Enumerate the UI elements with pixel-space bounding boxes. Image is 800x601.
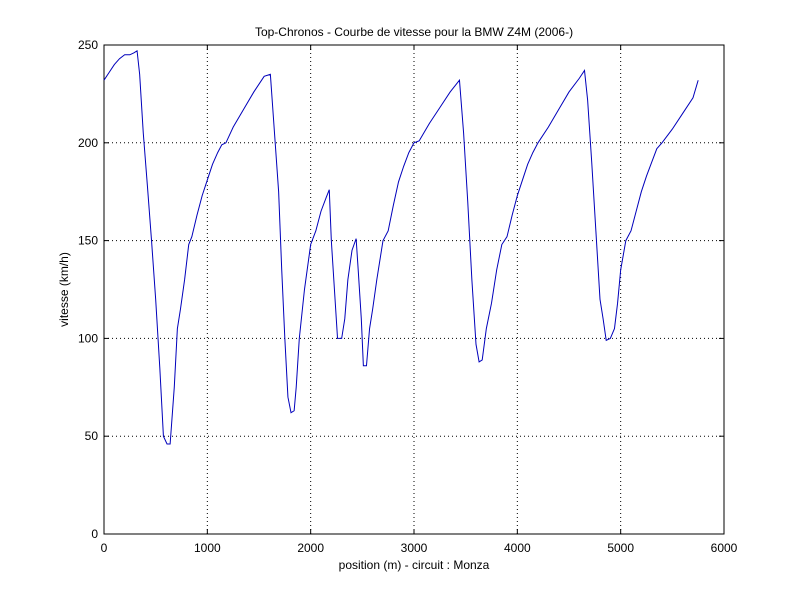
grid-lines [104, 45, 724, 534]
y-tick-label: 250 [78, 38, 98, 52]
y-tick-label: 100 [78, 331, 98, 345]
x-tick-label: 0 [101, 541, 108, 555]
axis-ticks: 0 1000 2000 3000 4000 5000 6000 0 50 100 150 200 250 [78, 38, 738, 555]
x-tick-label: 1000 [194, 541, 221, 555]
y-tick-label: 200 [78, 136, 98, 150]
chart-title: Top-Chronos - Courbe de vitesse pour la … [255, 25, 573, 39]
x-tick-label: 5000 [607, 541, 634, 555]
x-tick-label: 3000 [401, 541, 428, 555]
y-tick-label: 0 [91, 527, 98, 541]
x-tick-label: 6000 [711, 541, 738, 555]
speed-series-line [103, 50, 699, 445]
y-tick-label: 50 [85, 429, 99, 443]
x-axis-label: position (m) - circuit : Monza [339, 558, 490, 572]
y-tick-label: 150 [78, 234, 98, 248]
x-tick-label: 4000 [504, 541, 531, 555]
y-axis-label: vitesse (km/h) [57, 252, 71, 327]
x-tick-label: 2000 [297, 541, 324, 555]
